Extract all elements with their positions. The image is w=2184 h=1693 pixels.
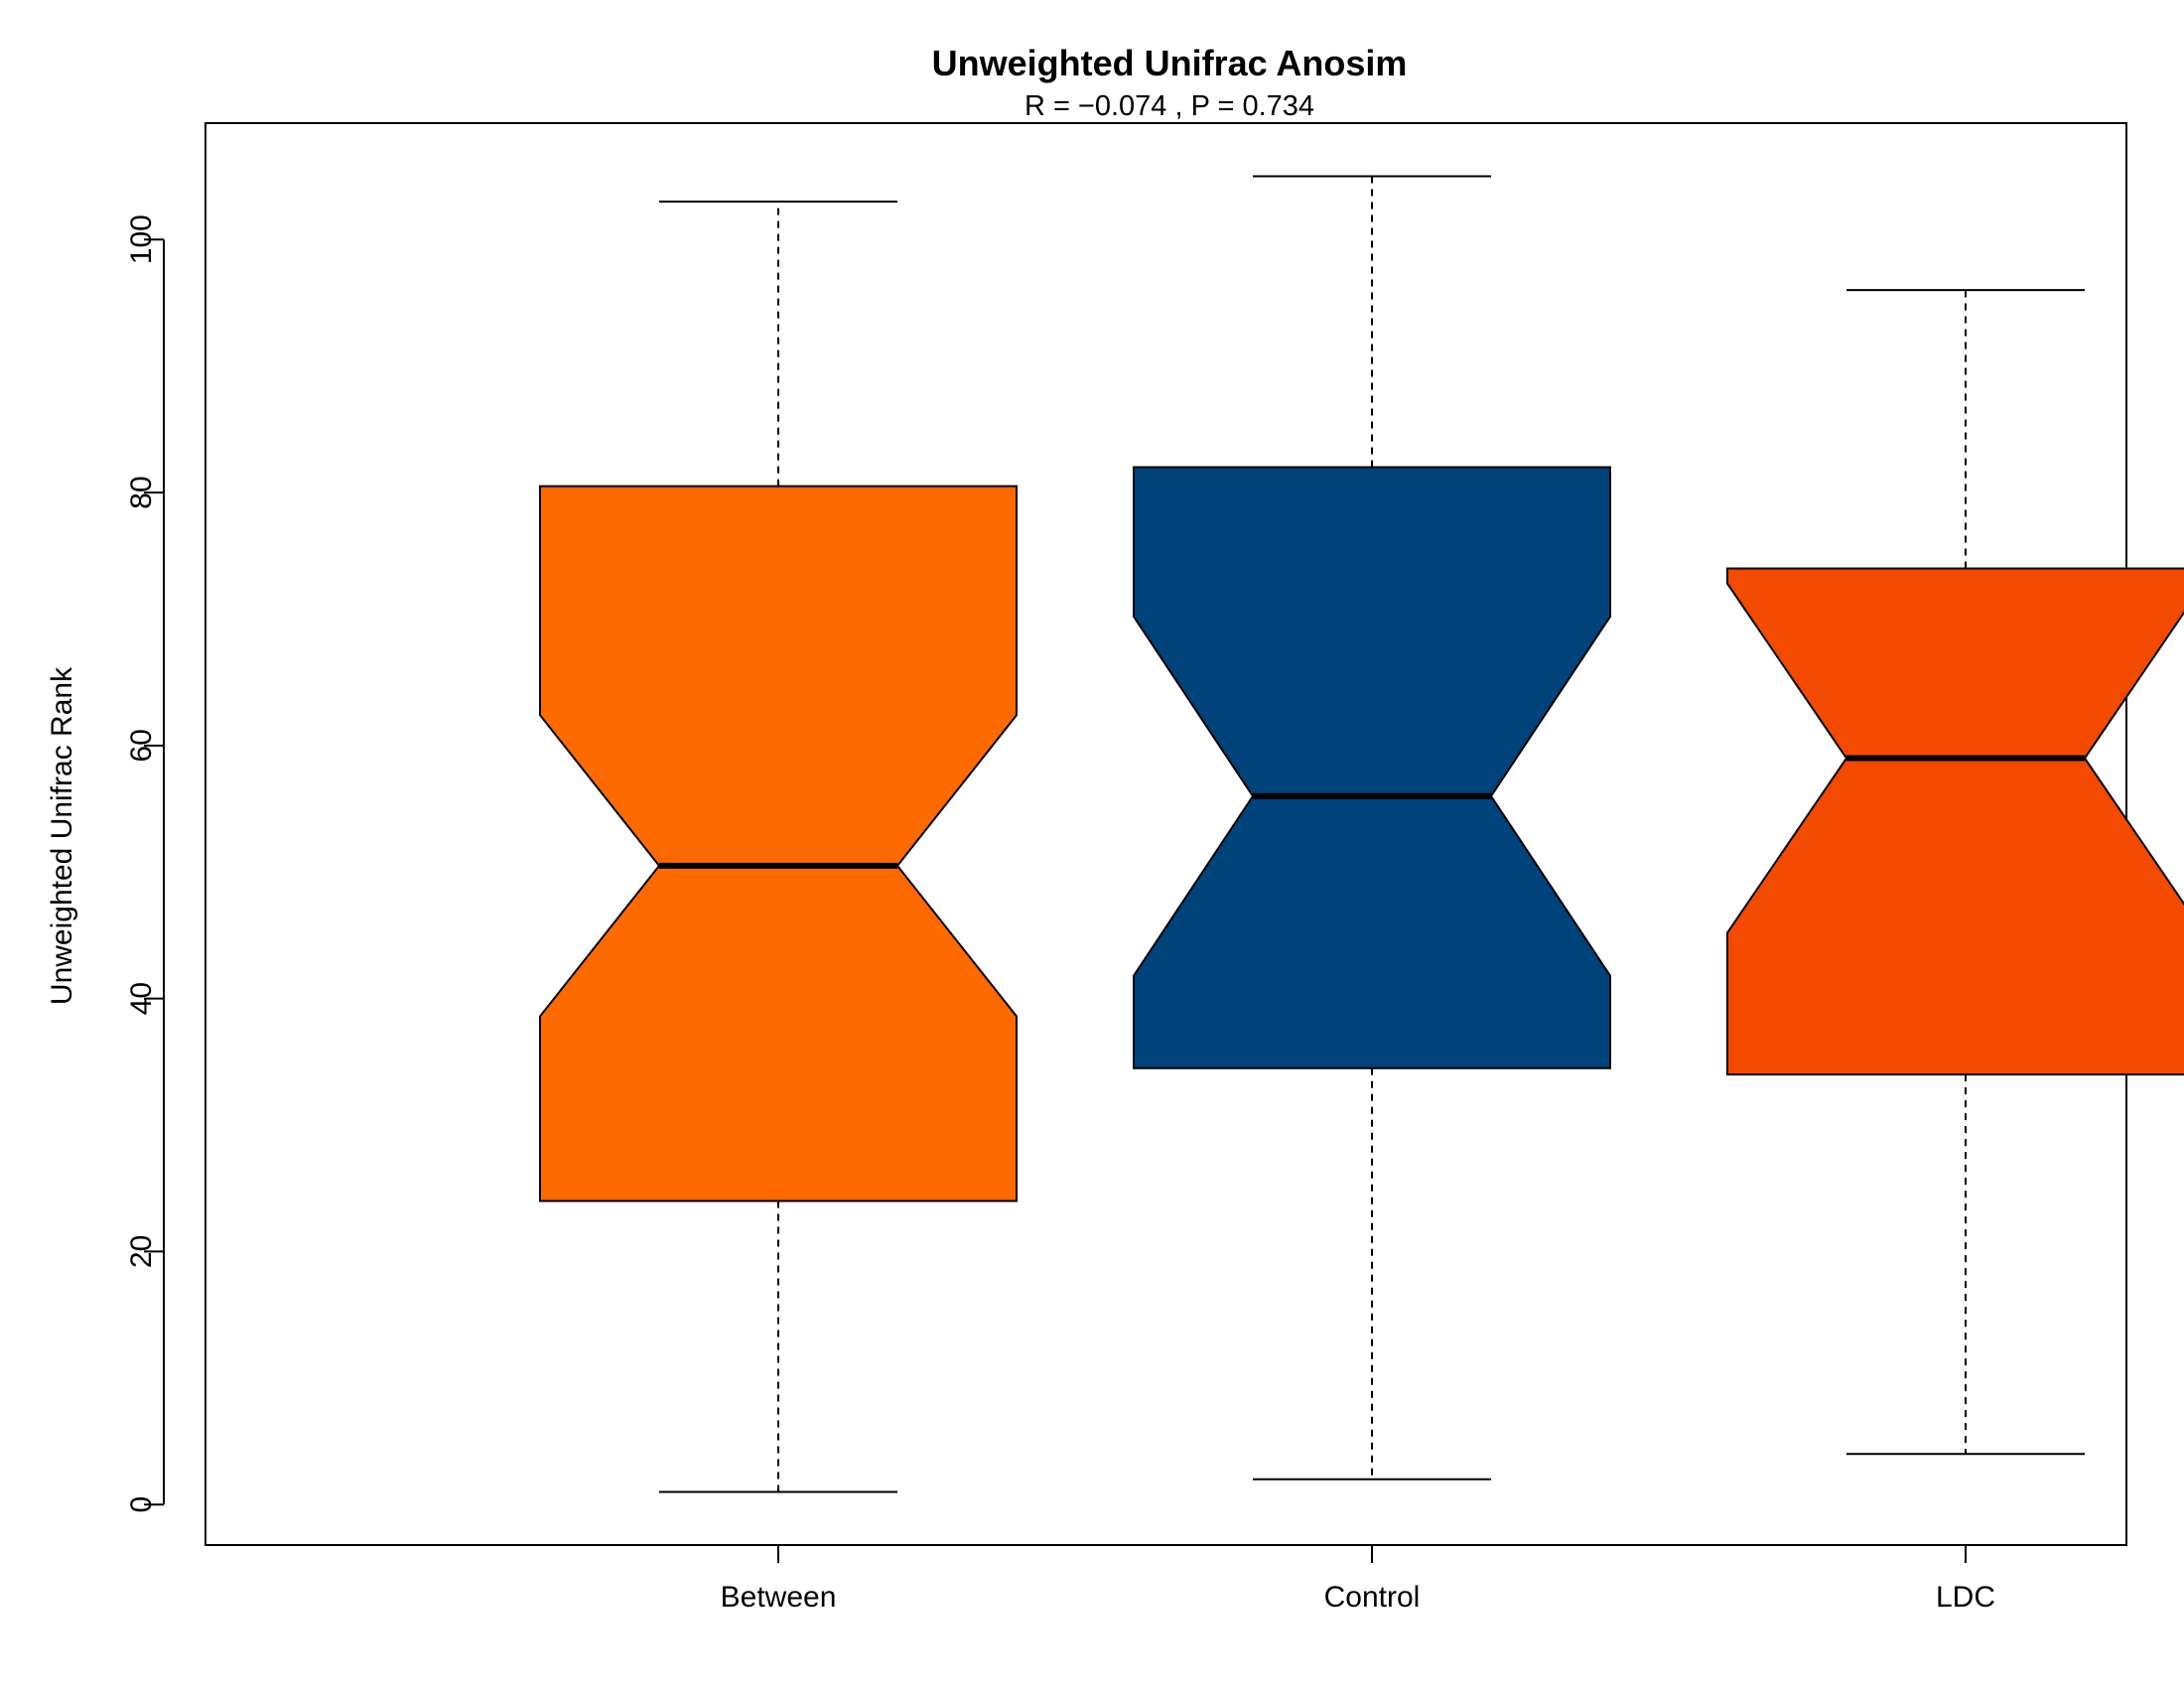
- chart-subtitle: R = −0.074 , P = 0.734: [1024, 90, 1314, 122]
- x-tick-label-ldc: LDC: [1936, 1581, 1995, 1614]
- y-tick-label: 60: [125, 729, 158, 762]
- chart-title: Unweighted Unifrac Anosim: [932, 43, 1408, 83]
- box-group-between: [539, 200, 1018, 1493]
- x-tick-label-control: Control: [1324, 1581, 1421, 1614]
- box-group-control: [1133, 175, 1611, 1481]
- y-axis-label: Unweighted Unifrac Rank: [46, 666, 78, 1005]
- box-marks: [539, 175, 2184, 1493]
- y-tick-label: 20: [125, 1235, 158, 1268]
- y-tick-label: 40: [125, 982, 158, 1015]
- y-tick-label: 80: [125, 476, 158, 508]
- axes: 0 20 40 60 80 100 Between Control LDC: [125, 214, 1995, 1614]
- x-tick-label-between: Between: [721, 1581, 837, 1614]
- box-group-ldc: [1726, 289, 2184, 1456]
- box-control: [1133, 466, 1611, 1069]
- y-tick-label: 0: [125, 1496, 158, 1513]
- box-between: [539, 485, 1018, 1202]
- y-tick-label: 100: [125, 214, 158, 264]
- box-ldc: [1726, 567, 2184, 1076]
